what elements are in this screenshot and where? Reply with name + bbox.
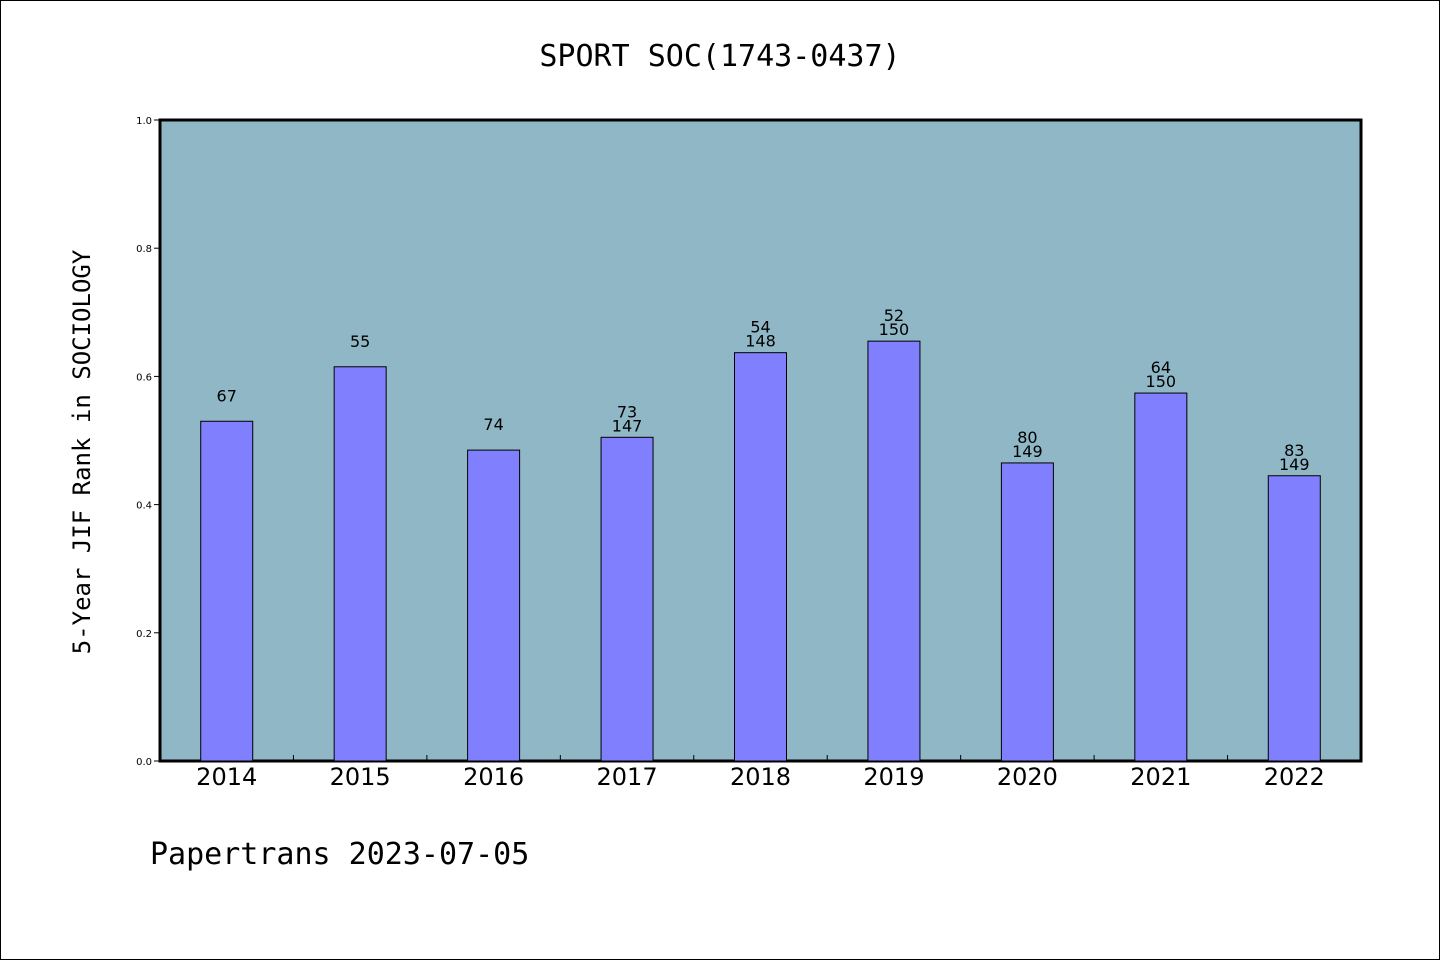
rank-label: 54 xyxy=(750,318,770,337)
bar-2019 xyxy=(867,340,921,762)
rank-label: 73 xyxy=(617,402,637,421)
chart-title: SPORT SOC(1743-0437) xyxy=(539,39,900,74)
x-tick-label: 2014 xyxy=(196,763,257,791)
x-tick-label: 2016 xyxy=(463,763,524,791)
total-label: 148 xyxy=(745,332,776,351)
bar-2016 xyxy=(467,449,521,762)
total-label: 150 xyxy=(1146,372,1177,391)
x-tick-label: 2015 xyxy=(330,763,391,791)
x-tick-label: 2017 xyxy=(597,763,658,791)
y-tick-label: 0.6 xyxy=(136,372,152,383)
y-axis-ticks: 0.0 0.2 0.4 0.6 0.8 1.0 xyxy=(136,116,160,768)
rank-label: 74 xyxy=(483,415,503,434)
rank-label: 67 xyxy=(217,386,237,405)
bar-2020 xyxy=(1000,462,1054,762)
rank-label: 64 xyxy=(1151,358,1171,377)
total-label: 150 xyxy=(879,320,910,339)
y-tick-label: 1.0 xyxy=(136,116,152,127)
rank-label: 52 xyxy=(884,306,904,325)
bar-2015 xyxy=(333,366,387,762)
bar-2021 xyxy=(1134,392,1188,762)
total-label: 149 xyxy=(1279,455,1310,474)
rank-label: 80 xyxy=(1017,428,1037,447)
x-tick-label: 2022 xyxy=(1264,763,1325,791)
bar-2018 xyxy=(734,352,787,762)
x-tick-label: 2019 xyxy=(863,763,924,791)
y-tick-label: 0.4 xyxy=(136,501,152,512)
y-tick-label: 0.0 xyxy=(136,757,152,768)
rank-label: 55 xyxy=(350,332,370,351)
footer-watermark: Papertrans 2023-07-05 xyxy=(150,837,529,872)
bars xyxy=(200,340,1321,762)
rank-label: 83 xyxy=(1284,441,1304,460)
y-axis-label: 5-Year JIF Rank in SOCIOLOGY xyxy=(68,249,96,654)
total-label: 149 xyxy=(1012,442,1043,461)
bar-2022 xyxy=(1267,475,1321,762)
y-tick-label: 0.2 xyxy=(136,629,152,640)
total-label: 147 xyxy=(612,416,643,435)
y-tick-label: 0.8 xyxy=(136,244,152,255)
x-tick-label: 2021 xyxy=(1130,763,1191,791)
x-tick-label: 2018 xyxy=(730,763,791,791)
x-tick-label: 2020 xyxy=(997,763,1058,791)
bar-2017 xyxy=(600,436,654,762)
bar-2014 xyxy=(200,420,254,762)
x-axis-ticks: 2014 2015 2016 2017 2018 2019 2020 2021 2022 xyxy=(196,755,1325,791)
